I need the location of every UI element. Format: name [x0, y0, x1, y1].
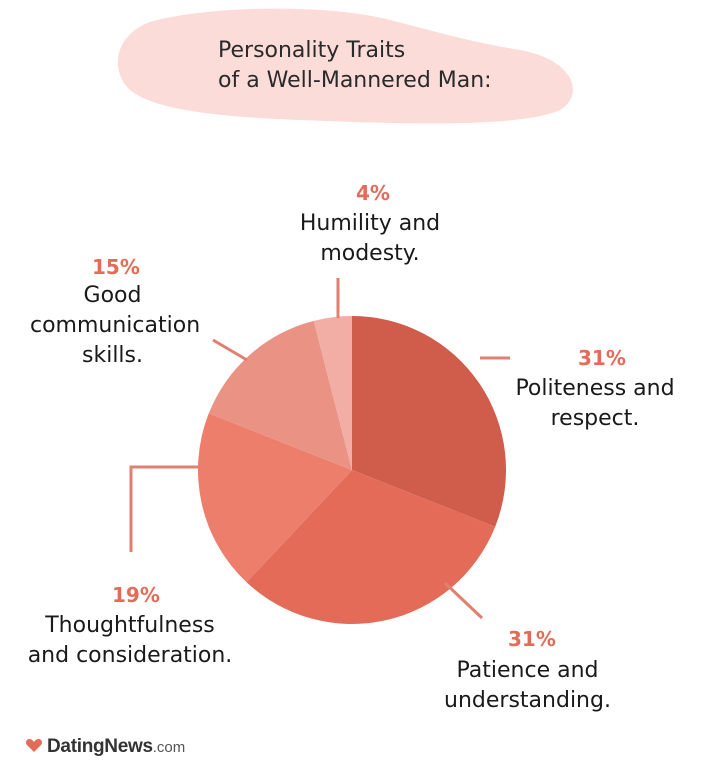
pie-slice-thoughtfulness — [197, 413, 352, 583]
datingnews-logo[interactable]: DatingNews .com — [26, 736, 185, 758]
leader-line-communication — [212, 338, 248, 362]
slice-label-communication-line2: communication — [30, 313, 201, 338]
slice-label-humility-line1: Humility and — [299, 211, 441, 236]
pct-label-thoughtfulness: 19% — [112, 583, 160, 607]
chart-title-line2: of a Well-Mannered Man: — [218, 68, 492, 93]
slice-label-patience-line2: understanding. — [444, 688, 611, 713]
slice-label-communication-line3: skills. — [82, 343, 143, 368]
slice-label-politeness-line2: respect. — [550, 406, 640, 431]
pct-label-patience: 31% — [508, 627, 556, 651]
slice-label-communication-line1: Good — [83, 283, 142, 308]
slice-label-politeness: Politeness and respect. — [515, 374, 675, 434]
pie-slices — [197, 316, 507, 625]
pie-slice-politeness — [352, 316, 507, 527]
slice-label-humility: Humility and modesty. — [290, 209, 450, 269]
slice-label-patience: Patience and understanding. — [440, 656, 615, 716]
chart-title-line1: Personality Traits — [218, 38, 406, 63]
pct-label-humility: 4% — [356, 181, 390, 205]
leader-line-thoughtfulness — [129, 465, 200, 552]
pie-slice-communication — [208, 320, 352, 470]
logo-heart-icon — [25, 739, 43, 752]
leader-lines — [129, 278, 510, 620]
pie-slice-patience — [246, 470, 496, 625]
logo-name: DatingNews — [47, 736, 153, 757]
slice-label-communication: Good communication skills. — [30, 281, 201, 371]
slice-label-thoughtfulness: Thoughtfulness and consideration. — [25, 611, 235, 671]
pie-slice-humility — [313, 316, 352, 470]
logo-tld: .com — [152, 739, 186, 756]
slice-label-thoughtfulness-line1: Thoughtfulness — [45, 613, 215, 638]
pct-label-communication: 15% — [92, 255, 140, 279]
leader-line-patience — [443, 581, 484, 620]
slice-label-politeness-line1: Politeness and — [515, 376, 675, 401]
slice-label-patience-line1: Patience and — [456, 658, 599, 683]
slice-label-thoughtfulness-line2: and consideration. — [27, 643, 233, 668]
pct-label-politeness: 31% — [578, 346, 626, 370]
slice-label-humility-line2: modesty. — [320, 241, 420, 266]
title-bubble — [117, 8, 573, 124]
